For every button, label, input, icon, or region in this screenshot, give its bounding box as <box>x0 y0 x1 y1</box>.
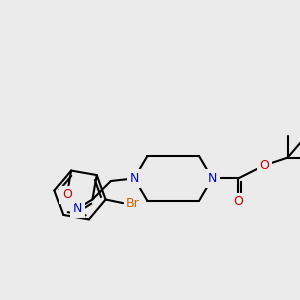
Text: O: O <box>62 188 72 201</box>
Text: O: O <box>259 159 269 172</box>
Text: O: O <box>233 195 243 208</box>
Text: N: N <box>208 172 217 185</box>
Text: N: N <box>73 202 82 215</box>
Text: Br: Br <box>126 196 140 210</box>
Text: N: N <box>130 172 139 185</box>
